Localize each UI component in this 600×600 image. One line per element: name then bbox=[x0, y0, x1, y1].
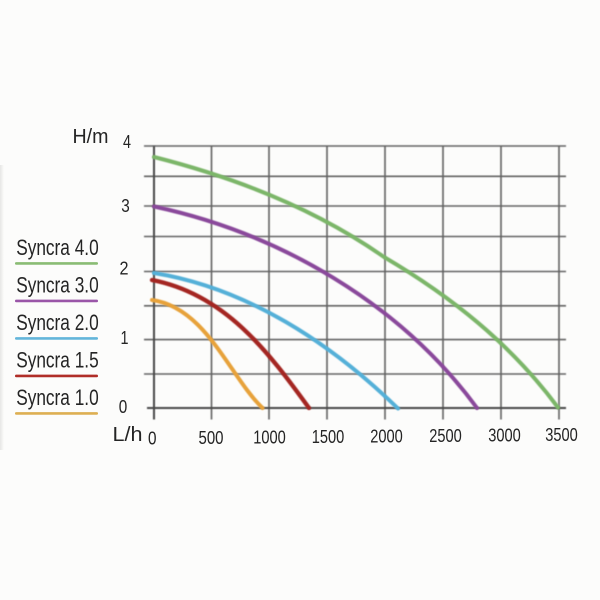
svg-text:0: 0 bbox=[119, 397, 128, 417]
svg-text:3: 3 bbox=[121, 196, 130, 216]
svg-text:1000: 1000 bbox=[253, 427, 286, 448]
svg-text:H/m: H/m bbox=[73, 126, 109, 148]
svg-text:2000: 2000 bbox=[370, 426, 403, 447]
svg-text:0: 0 bbox=[148, 427, 157, 448]
svg-text:3000: 3000 bbox=[488, 425, 521, 446]
svg-text:Syncra 1.5: Syncra 1.5 bbox=[16, 348, 99, 373]
svg-text:1500: 1500 bbox=[312, 426, 345, 447]
svg-text:500: 500 bbox=[199, 427, 224, 448]
svg-text:4: 4 bbox=[123, 132, 131, 152]
svg-text:Syncra 3.0: Syncra 3.0 bbox=[16, 273, 99, 298]
svg-text:3500: 3500 bbox=[545, 424, 578, 445]
svg-text:Syncra 4.0: Syncra 4.0 bbox=[16, 235, 99, 260]
svg-text:L/h: L/h bbox=[113, 424, 143, 446]
svg-text:Syncra 1.0: Syncra 1.0 bbox=[16, 385, 99, 410]
svg-text:2500: 2500 bbox=[429, 425, 462, 446]
svg-text:1: 1 bbox=[121, 328, 129, 348]
svg-text:Syncra 2.0: Syncra 2.0 bbox=[16, 310, 99, 335]
svg-text:2: 2 bbox=[120, 259, 129, 279]
